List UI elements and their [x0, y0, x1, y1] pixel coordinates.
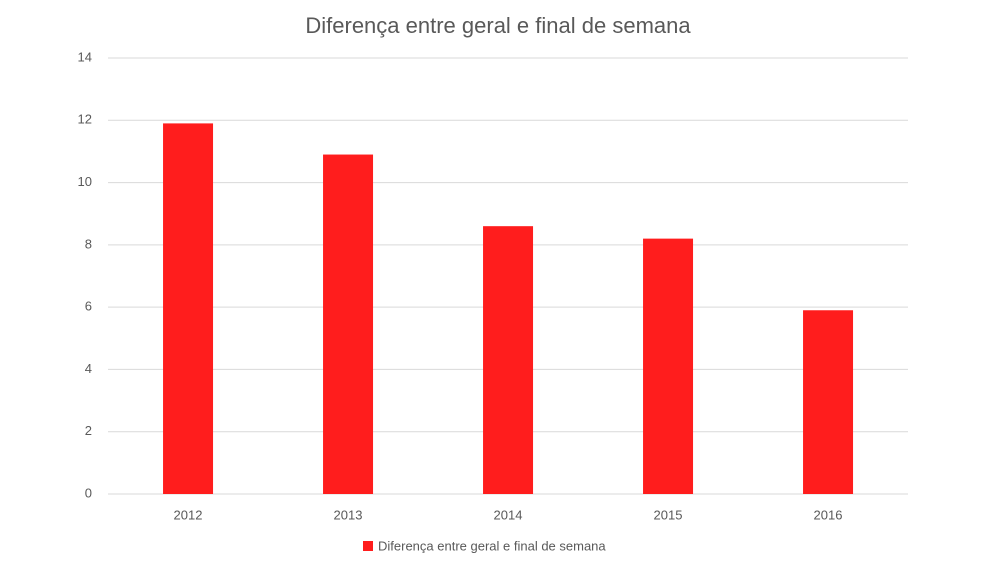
legend-label: Diferença entre geral e final de semana: [378, 538, 606, 553]
bar: [323, 154, 374, 495]
x-tick-label: 2015: [654, 507, 683, 522]
x-tick-label: 2016: [814, 507, 843, 522]
y-tick-label: 2: [85, 423, 92, 438]
y-tick-label: 6: [85, 299, 92, 314]
x-tick-label: 2013: [334, 507, 363, 522]
bar: [643, 238, 694, 494]
bar: [163, 123, 214, 495]
x-tick-label: 2012: [174, 507, 203, 522]
y-tick-label: 10: [78, 174, 92, 189]
legend-swatch: [363, 541, 373, 551]
y-tick-label: 8: [85, 236, 92, 251]
bar: [483, 226, 534, 494]
chart-title: Diferença entre geral e final de semana: [305, 13, 691, 38]
y-tick-label: 4: [85, 361, 92, 376]
x-tick-label: 2014: [494, 507, 523, 522]
y-tick-label: 12: [78, 112, 92, 127]
y-tick-label: 14: [78, 49, 92, 64]
bar: [803, 310, 854, 494]
y-tick-label: 0: [85, 485, 92, 500]
